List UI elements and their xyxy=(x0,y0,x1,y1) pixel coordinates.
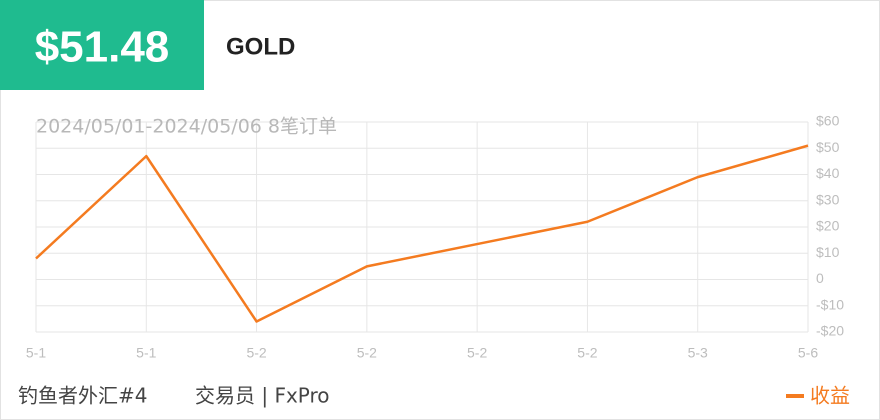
trader-name: 钓鱼者外汇#4 xyxy=(18,384,147,408)
amount-badge xyxy=(0,0,204,90)
y-tick-label: $30 xyxy=(816,191,840,207)
x-tick-label: 5-3 xyxy=(688,345,708,361)
y-tick-label: -$20 xyxy=(816,323,844,339)
y-tick-label: $10 xyxy=(816,244,840,260)
y-tick-label: -$10 xyxy=(816,296,844,312)
chart: -$20 -$10 0 $10 $20 $30 $40 $50 $60 5-1 5-1 5-2 5-2 5… xyxy=(26,113,844,361)
y-tick-label: $60 xyxy=(816,113,840,129)
x-tick-label: 5-2 xyxy=(577,345,597,361)
x-tick-label: 5-2 xyxy=(246,345,266,361)
y-tick-label: $50 xyxy=(816,139,840,155)
x-tick-label: 5-1 xyxy=(136,345,156,361)
legend-label: 收益 xyxy=(810,384,850,408)
y-tick-label: $40 xyxy=(816,165,840,181)
symbol: GOLD xyxy=(226,33,295,60)
y-tick-label: 0 xyxy=(816,270,824,286)
x-tick-label: 5-2 xyxy=(467,345,487,361)
amount: $51.48 xyxy=(35,23,170,72)
chart-subtitle: 2024/05/01-2024/05/06 8笔订单 xyxy=(36,116,337,138)
x-tick-label: 5-1 xyxy=(26,345,46,361)
line-series xyxy=(35,144,809,323)
x-tick-label: 5-6 xyxy=(798,345,818,361)
x-tick-label: 5-2 xyxy=(357,345,377,361)
trader-role: 交易员 | FxPro xyxy=(195,384,330,408)
y-tick-label: $20 xyxy=(816,218,840,234)
